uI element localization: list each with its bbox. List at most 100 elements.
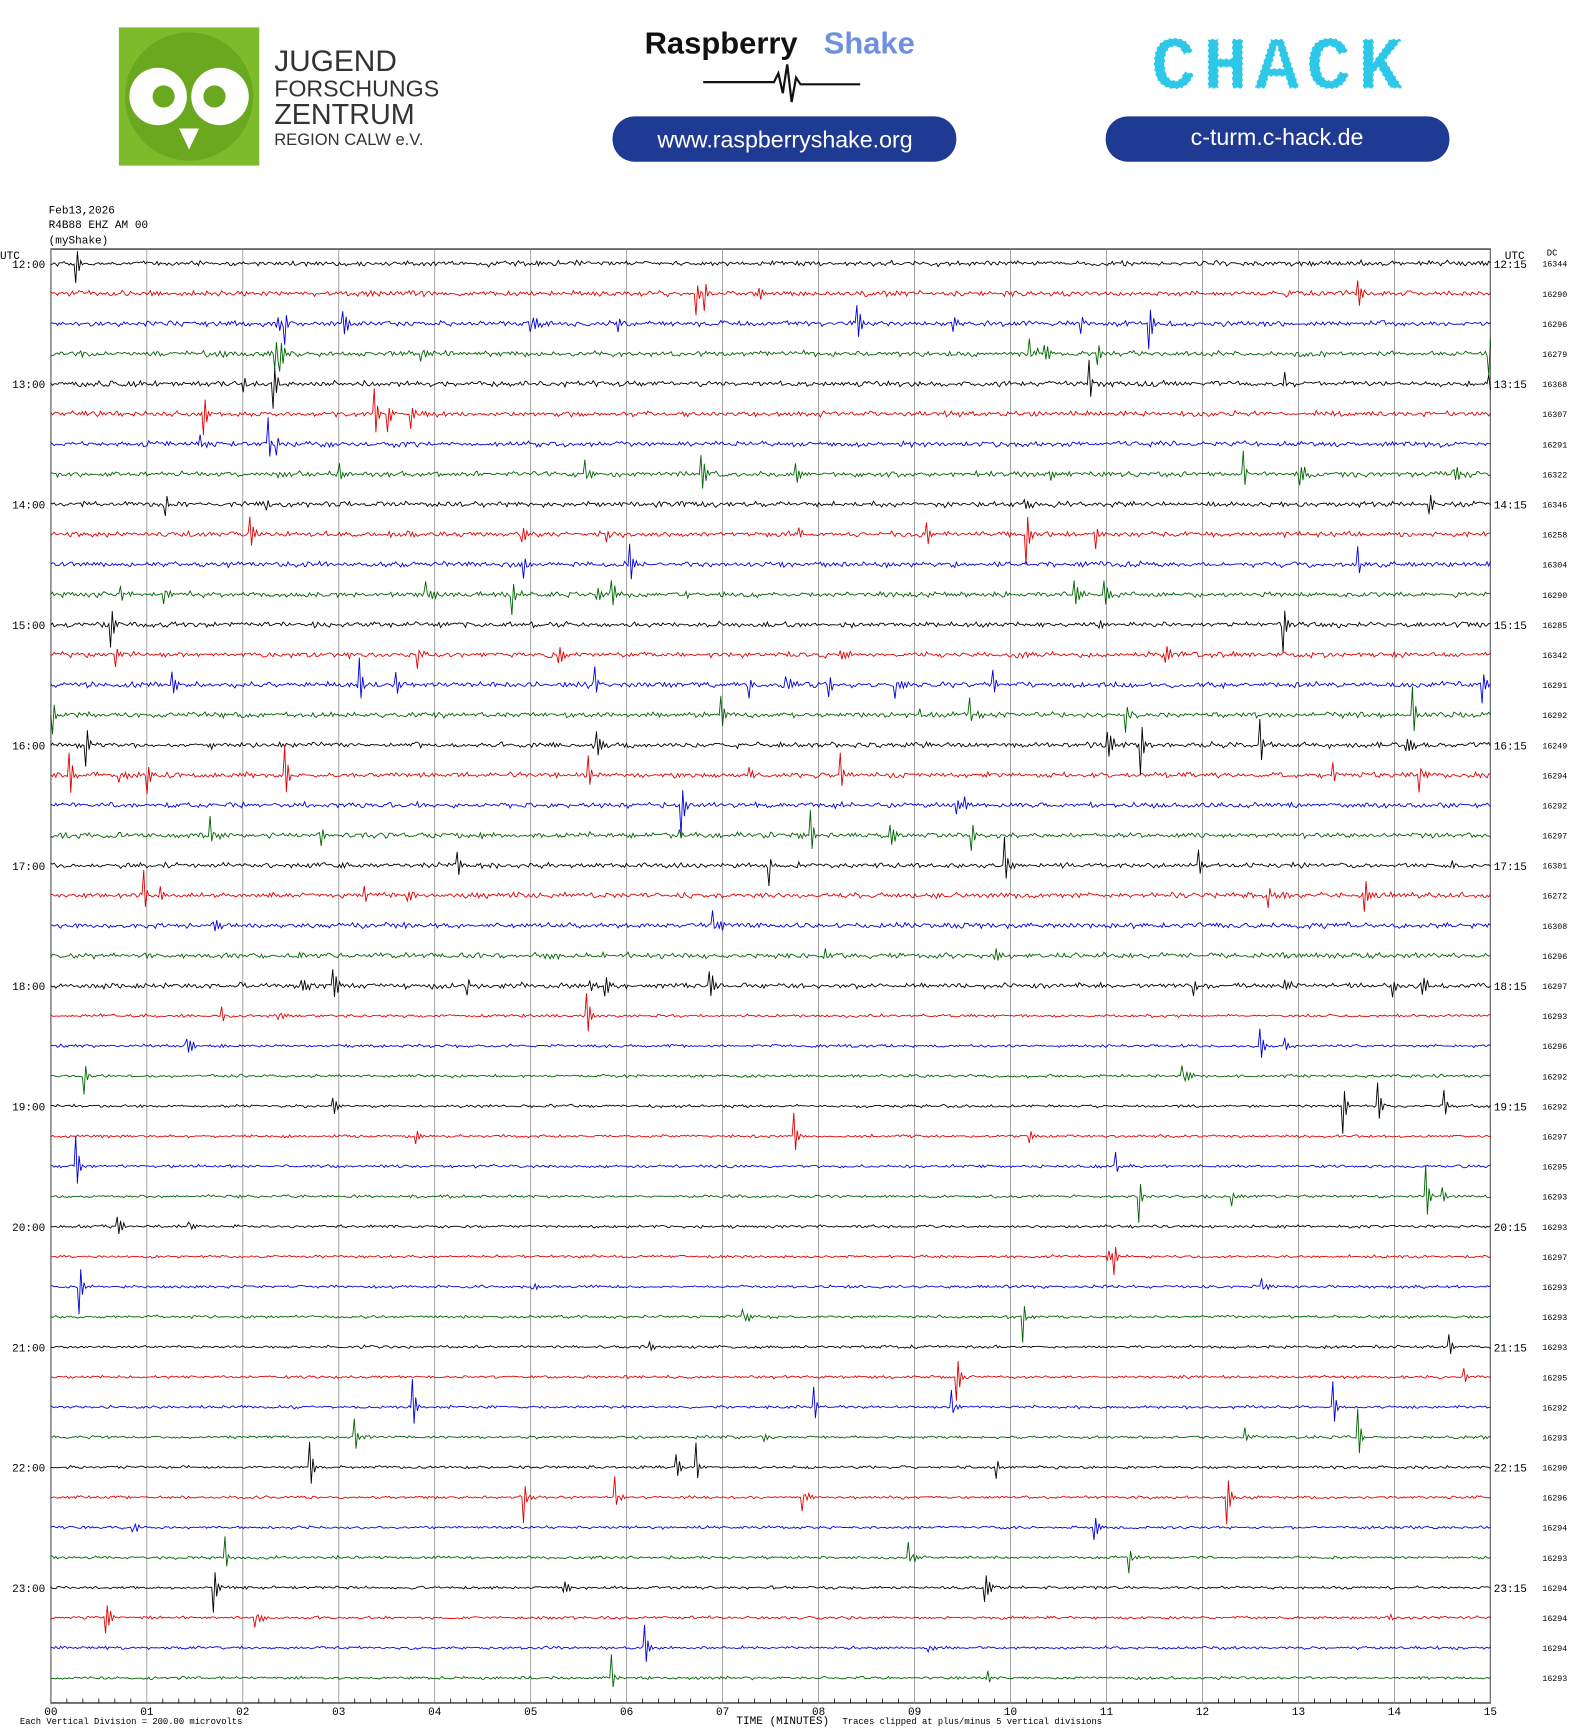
hour-label: 15:00 bbox=[12, 621, 45, 633]
dc-value: 16368 bbox=[1542, 381, 1567, 390]
dc-value: 16346 bbox=[1542, 502, 1567, 511]
dc-value: 16297 bbox=[1542, 1134, 1567, 1143]
hour-label: 17:00 bbox=[12, 862, 45, 874]
trace bbox=[50, 1654, 1491, 1688]
trace bbox=[50, 610, 1491, 653]
dc-value: 16290 bbox=[1542, 592, 1567, 601]
hour-label: 22:15 bbox=[1494, 1464, 1527, 1476]
plot-frame bbox=[50, 248, 1491, 1704]
hour-label: 20:00 bbox=[12, 1223, 45, 1235]
trace bbox=[50, 1378, 1491, 1424]
rs-word: Shake bbox=[824, 25, 915, 60]
trace bbox=[50, 686, 1491, 735]
hour-label: 14:15 bbox=[1494, 501, 1527, 513]
trace bbox=[50, 810, 1491, 852]
logo-text: ZENTRUM bbox=[274, 99, 414, 131]
dc-value: 16342 bbox=[1542, 652, 1567, 661]
trace bbox=[50, 969, 1491, 998]
trace bbox=[50, 1165, 1491, 1223]
dc-value: 16297 bbox=[1542, 1254, 1567, 1263]
hour-label: 13:15 bbox=[1494, 380, 1527, 392]
trace bbox=[50, 1082, 1491, 1134]
logo-text: JUGEND bbox=[274, 45, 397, 78]
jfz-logo: JUGEND FORSCHUNGS ZENTRUM REGION CALW e.… bbox=[118, 27, 439, 166]
trace bbox=[50, 646, 1491, 669]
trace bbox=[50, 251, 1491, 284]
hour-label: 20:15 bbox=[1494, 1223, 1527, 1235]
utc-label: UTC bbox=[0, 251, 20, 263]
x-tick-label: 11 bbox=[1100, 1707, 1114, 1719]
x-tick-label: 06 bbox=[620, 1707, 633, 1719]
hour-label: 12:15 bbox=[1494, 260, 1527, 272]
url-pill bbox=[1105, 116, 1450, 162]
trace bbox=[50, 359, 1491, 409]
dc-value: 16285 bbox=[1542, 622, 1567, 631]
rs-wave bbox=[703, 64, 861, 103]
dc-value: 16292 bbox=[1542, 712, 1567, 721]
owl-pupil bbox=[203, 85, 226, 108]
x-tick-label: 00 bbox=[44, 1707, 57, 1719]
dc-value: 16293 bbox=[1542, 1675, 1567, 1684]
x-tick-label: 10 bbox=[1004, 1707, 1017, 1719]
hour-label: 18:15 bbox=[1494, 982, 1527, 994]
hour-label: 19:00 bbox=[12, 1103, 45, 1115]
x-tick-label: 03 bbox=[332, 1707, 345, 1719]
trace bbox=[50, 1269, 1491, 1315]
trace bbox=[50, 1361, 1491, 1401]
dc-value: 16279 bbox=[1542, 351, 1567, 360]
dc-value: 16295 bbox=[1542, 1374, 1567, 1383]
trace bbox=[50, 1476, 1491, 1525]
trace bbox=[50, 543, 1491, 580]
dc-value: 16292 bbox=[1542, 1073, 1567, 1082]
dc-value: 16294 bbox=[1542, 1645, 1567, 1654]
dc-value: 16301 bbox=[1542, 863, 1567, 872]
dc-value: 16291 bbox=[1542, 682, 1567, 691]
dc-value: 16296 bbox=[1542, 321, 1567, 330]
footer-note: Traces clipped at plus/minus 5 vertical … bbox=[842, 1717, 1102, 1727]
trace bbox=[50, 657, 1491, 704]
dc-label: DC bbox=[1547, 249, 1558, 259]
chack-text: CHACK bbox=[1151, 26, 1410, 112]
trace bbox=[50, 495, 1491, 517]
dc-value: 16290 bbox=[1542, 1465, 1567, 1474]
x-tick-label: 05 bbox=[524, 1707, 537, 1719]
trace bbox=[50, 1216, 1491, 1235]
owl-pupil bbox=[152, 85, 175, 108]
url-pill bbox=[612, 116, 957, 162]
trace bbox=[50, 1605, 1491, 1634]
trace bbox=[50, 746, 1491, 795]
hour-label: 18:00 bbox=[12, 982, 45, 994]
dc-value: 16249 bbox=[1542, 742, 1567, 751]
dc-value: 16293 bbox=[1542, 1224, 1567, 1233]
hour-label: 16:15 bbox=[1494, 741, 1527, 753]
station: R4B88 EHZ AM 00 bbox=[49, 220, 148, 232]
owl-beak bbox=[179, 128, 200, 150]
dc-value: 16307 bbox=[1542, 411, 1567, 420]
dc-value: 16293 bbox=[1542, 1194, 1567, 1203]
hour-label: 14:00 bbox=[12, 501, 45, 513]
x-tick-label: 09 bbox=[908, 1707, 921, 1719]
hour-label: 16:00 bbox=[12, 741, 45, 753]
dc-value: 16291 bbox=[1542, 441, 1567, 450]
x-tick-label: 07 bbox=[716, 1707, 729, 1719]
dc-value: 16258 bbox=[1542, 532, 1567, 541]
dc-value: 16293 bbox=[1542, 1555, 1567, 1564]
dc-value: 16293 bbox=[1542, 1434, 1567, 1443]
x-tick-label: 15 bbox=[1484, 1707, 1497, 1719]
trace bbox=[50, 1334, 1491, 1354]
logo-text: REGION CALW e.V. bbox=[274, 130, 423, 149]
trace bbox=[50, 1065, 1491, 1095]
hour-label: 12:00 bbox=[12, 260, 45, 272]
logo-circle bbox=[124, 32, 254, 161]
trace bbox=[50, 1028, 1491, 1058]
trace bbox=[50, 450, 1491, 489]
date: Feb13,2026 bbox=[49, 206, 115, 218]
dc-value: 16322 bbox=[1542, 471, 1567, 480]
dc-value: 16272 bbox=[1542, 893, 1567, 902]
dc-value: 16296 bbox=[1542, 953, 1567, 962]
trace bbox=[50, 388, 1491, 436]
trace bbox=[50, 1517, 1491, 1541]
trace bbox=[50, 1306, 1491, 1343]
hour-label: 13:00 bbox=[12, 380, 45, 392]
